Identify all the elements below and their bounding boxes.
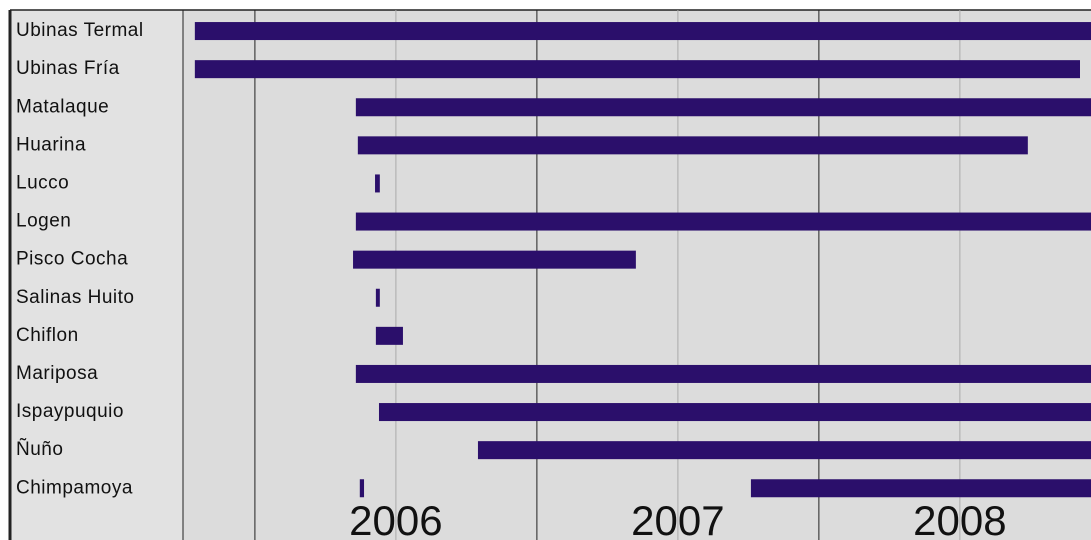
row-label: Mariposa <box>16 363 98 384</box>
bar <box>477 441 1091 460</box>
row-label: Ubinas Termal <box>16 20 144 41</box>
label-panel <box>10 10 183 540</box>
bar <box>357 136 1028 155</box>
bar <box>375 326 403 345</box>
bar <box>194 22 1091 41</box>
x-tick-label: 2006 <box>349 497 442 540</box>
row-label: Matalaque <box>16 96 109 117</box>
row-label: Salinas Huito <box>16 287 134 308</box>
row-label: Huarina <box>16 134 86 155</box>
row-label: Pisco Cocha <box>16 249 128 270</box>
bar <box>750 479 1091 498</box>
bar <box>353 250 636 269</box>
row-label: Ubinas Fría <box>16 58 120 79</box>
row-label: Ñuño <box>16 438 63 460</box>
bar <box>194 60 1081 79</box>
row-label: Ispaypuquio <box>16 401 124 422</box>
bar <box>355 212 1091 231</box>
bar <box>355 364 1091 383</box>
bar <box>375 288 380 307</box>
bar <box>359 479 365 498</box>
bar <box>355 98 1091 117</box>
row-label: Logen <box>16 211 71 232</box>
row-label: Lucco <box>16 172 69 193</box>
bar <box>375 174 380 193</box>
x-tick-label: 2008 <box>913 497 1006 540</box>
rows: Ubinas Termal Ubinas Fría Matalaque Huarina… <box>16 20 1091 498</box>
row-label: Chiflon <box>16 325 79 346</box>
x-tick-label: 2007 <box>631 497 724 540</box>
bar <box>378 403 1091 422</box>
row-label: Chimpamoya <box>16 477 133 498</box>
plot-area <box>183 10 1091 540</box>
